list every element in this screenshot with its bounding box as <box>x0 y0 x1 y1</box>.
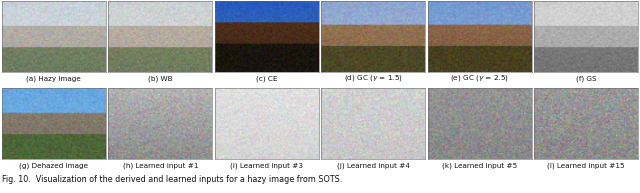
Text: (k) Learned input #5: (k) Learned input #5 <box>442 163 517 169</box>
Text: (a) Hazy image: (a) Hazy image <box>26 75 81 82</box>
Text: (h) Learned input #1: (h) Learned input #1 <box>123 163 198 169</box>
Text: (i) Learned input #3: (i) Learned input #3 <box>230 163 303 169</box>
Text: (c) CE: (c) CE <box>256 75 278 82</box>
Text: (g) Dehazed image: (g) Dehazed image <box>19 163 88 169</box>
Text: (j) Learned input #4: (j) Learned input #4 <box>337 163 410 169</box>
Text: (e) GC ($\gamma$ = 2.5): (e) GC ($\gamma$ = 2.5) <box>450 73 509 83</box>
Text: (l) Learned input #15: (l) Learned input #15 <box>547 163 625 169</box>
Text: (f) GS: (f) GS <box>576 75 596 82</box>
Text: Fig. 10.  Visualization of the derived and learned inputs for a hazy image from : Fig. 10. Visualization of the derived an… <box>2 175 342 184</box>
Text: (b) WB: (b) WB <box>148 75 173 82</box>
Text: (d) GC ($\gamma$ = 1.5): (d) GC ($\gamma$ = 1.5) <box>344 73 403 83</box>
